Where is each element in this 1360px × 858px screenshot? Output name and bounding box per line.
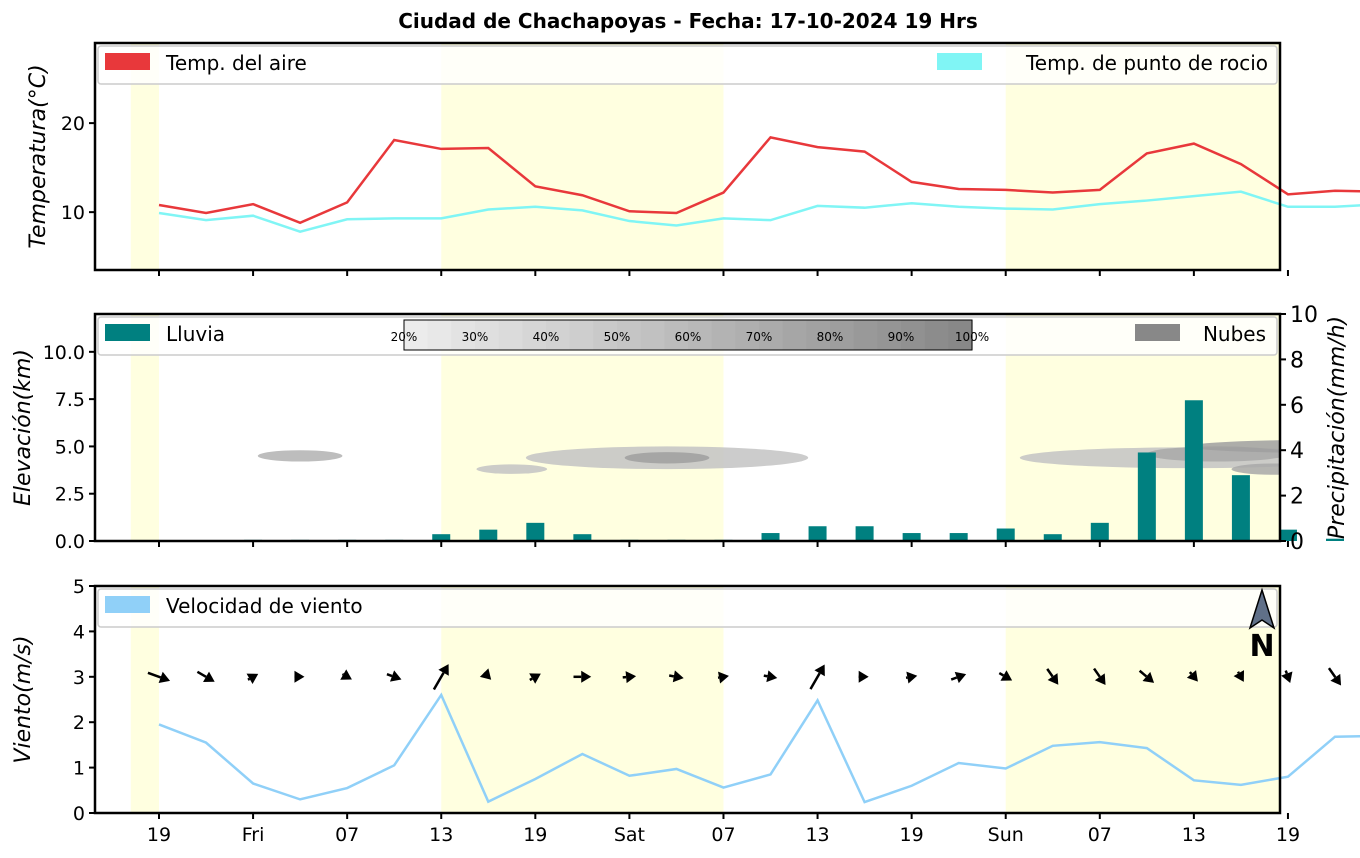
- colorbar-step: [712, 320, 736, 350]
- colorbar-step: [783, 320, 807, 350]
- y-tick-label: 0.0: [55, 531, 85, 553]
- legend-wind-label: Velocidad de viento: [166, 594, 363, 618]
- legend: Temp. del aire Temp. de punto de rocio: [98, 46, 1277, 84]
- colorbar-label: 50%: [604, 330, 631, 344]
- x-tick-label: 19: [900, 824, 924, 846]
- rain-bar: [1232, 475, 1250, 541]
- legend-rain-label: Lluvia: [166, 322, 225, 346]
- y-tick-label: 4: [73, 621, 85, 643]
- y-tick-label: 10.0: [43, 342, 85, 364]
- legend-air-swatch: [105, 53, 150, 70]
- colorbar-label: 90%: [888, 330, 915, 344]
- legend: Lluvia Nubes 20% 30% 40% 50% 60% 70% 80% 90% 100%: [98, 317, 1277, 355]
- wind-arrow: [247, 674, 259, 684]
- x-tick-label: 19: [523, 824, 547, 846]
- x-tick-label: 07: [335, 824, 359, 846]
- x-tick-label: 19: [147, 824, 171, 846]
- legend-dew-label: Temp. de punto de rocio: [1025, 51, 1268, 75]
- y-tick-label: 2.5: [55, 484, 85, 506]
- colorbar-label: 70%: [746, 330, 773, 344]
- y-tick-label: 5.0: [55, 436, 85, 458]
- y-axis-label: Elevación(km): [11, 349, 36, 506]
- x-tick-label: 19: [1276, 824, 1300, 846]
- wind-arrow: [764, 670, 777, 682]
- legend-cloud-label: Nubes: [1203, 322, 1266, 346]
- colorbar-label: 80%: [817, 330, 844, 344]
- y2-tick-label: 8: [1290, 348, 1304, 373]
- y-axis-label: Viento(m/s): [11, 635, 36, 763]
- y2-tick-label: 4: [1290, 439, 1304, 464]
- north-label: N: [1249, 629, 1274, 664]
- x-tick-label: 13: [1182, 824, 1206, 846]
- colorbar-step: [641, 320, 665, 350]
- colorbar-step: [428, 320, 452, 350]
- x-tick-label: 13: [805, 824, 829, 846]
- x-axis-tick-labels: 19Fri071319Sat071319Sun071319Mon071319Tu…: [147, 824, 1360, 846]
- rain-bar: [809, 526, 827, 541]
- y-tick-label: 1: [73, 758, 85, 780]
- rain-bar: [1091, 523, 1109, 541]
- colorbar-label: 100%: [955, 330, 989, 344]
- y-tick-label: 2: [73, 712, 85, 734]
- rain-bar: [1185, 400, 1203, 541]
- x-tick-label: Sun: [988, 824, 1024, 846]
- wind-arrow: [906, 672, 917, 684]
- cloud-cover-blob: [258, 450, 343, 461]
- cloud-cover-blob: [477, 464, 548, 473]
- figure-title: Ciudad de Chachapoyas - Fecha: 17-10-202…: [398, 9, 978, 33]
- x-tick-label: Fri: [242, 824, 265, 846]
- y-tick-label: 5: [73, 576, 85, 598]
- x-tick-label: 07: [1088, 824, 1112, 846]
- wind-arrow: [340, 669, 352, 679]
- wind-arrow: [294, 671, 304, 683]
- colorbar-label: 30%: [462, 330, 489, 344]
- x-tick-label: 07: [711, 824, 735, 846]
- colorbar-label: 20%: [391, 330, 418, 344]
- colorbar-step: [925, 320, 949, 350]
- colorbar-step: [570, 320, 594, 350]
- y-tick-label: 3: [73, 667, 85, 689]
- y2-tick-label: 10: [1290, 303, 1318, 328]
- wind-arrow: [1329, 668, 1341, 685]
- legend: Velocidad de viento: [98, 589, 1277, 627]
- legend-rain-swatch: [105, 324, 150, 341]
- colorbar-step: [499, 320, 523, 350]
- y2-tick-label: 0: [1290, 530, 1304, 555]
- colorbar-step: [854, 320, 878, 350]
- x-tick-label: Sat: [614, 824, 645, 846]
- y-tick-label: 10: [61, 202, 85, 224]
- rain-bar: [1138, 452, 1156, 541]
- precipitation-cloud-panel: 0 2 4 6 8 10 Precipitación(mm/h) 0.0 2.5 5.0 7.5 10…: [11, 303, 1360, 555]
- legend-cloud-swatch: [1135, 324, 1180, 341]
- y2-tick-label: 2: [1290, 485, 1304, 510]
- legend-wind-swatch: [105, 596, 150, 613]
- y-tick-label: 20: [61, 113, 85, 135]
- y2-axis-label: Precipitación(mm/h): [1325, 316, 1350, 539]
- y2-tick-label: 6: [1290, 394, 1304, 419]
- cloud-cover-blob: [1232, 463, 1317, 474]
- x-tick-label: 13: [429, 824, 453, 846]
- legend-dew-swatch: [937, 53, 982, 70]
- wind-arrow: [951, 672, 966, 683]
- colorbar-label: 40%: [533, 330, 560, 344]
- wind-arrow: [1281, 671, 1292, 683]
- wind-panel: 0 1 2 3 4 5 Viento(m/s) Velocidad de viento: [11, 576, 1360, 825]
- rain-bar: [526, 523, 544, 541]
- rain-bar: [997, 529, 1015, 541]
- cloud-colorbar: 20% 30% 40% 50% 60% 70% 80% 90% 100%: [391, 320, 989, 350]
- wind-arrow: [197, 672, 214, 682]
- rain-bar: [479, 530, 497, 541]
- y-tick-label: 7.5: [55, 389, 85, 411]
- wind-arrow: [387, 670, 402, 681]
- rain-bar: [856, 526, 874, 541]
- y-axis-label: Temperatura(°C): [26, 64, 51, 248]
- y-tick-label: 0: [73, 803, 85, 825]
- wind-arrow: [810, 665, 824, 690]
- colorbar-label: 60%: [675, 330, 702, 344]
- legend-air-label: Temp. del aire: [165, 51, 307, 75]
- wind-arrow: [859, 671, 869, 683]
- cloud-cover-blob: [625, 452, 710, 463]
